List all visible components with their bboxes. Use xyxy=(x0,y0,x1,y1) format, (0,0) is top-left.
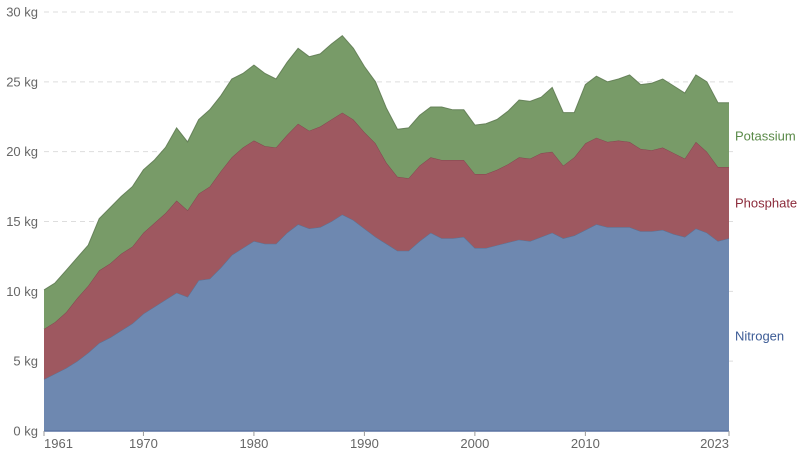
y-tick-label: 25 kg xyxy=(6,74,38,89)
area-nitrogen xyxy=(44,214,729,431)
x-axis xyxy=(43,430,730,436)
y-tick-label: 15 kg xyxy=(6,214,38,229)
y-axis-labels: 0 kg 5 kg 10 kg 15 kg 20 kg 25 kg 30 kg xyxy=(6,5,38,439)
x-tick-label: 1990 xyxy=(350,436,379,451)
x-tick-label: 2010 xyxy=(571,436,600,451)
area-series xyxy=(43,35,730,431)
y-tick-label: 20 kg xyxy=(6,144,38,159)
y-tick-label: 10 kg xyxy=(6,284,38,299)
x-tick-label: 2023 xyxy=(700,436,729,451)
series-labels: Potassium Phosphate Nitrogen xyxy=(735,129,797,344)
x-tick-label: 1980 xyxy=(239,436,268,451)
x-tick-label: 2000 xyxy=(460,436,489,451)
y-tick-label: 5 kg xyxy=(13,354,38,369)
x-axis-labels: 1961 1970 1980 1990 2000 2010 2023 xyxy=(44,436,729,451)
area-potassium xyxy=(44,35,729,329)
series-label-nitrogen: Nitrogen xyxy=(735,329,784,344)
series-label-phosphate: Phosphate xyxy=(735,196,797,211)
x-tick-label: 1970 xyxy=(129,436,158,451)
line-potassium xyxy=(43,35,729,291)
y-tick-label: 30 kg xyxy=(6,5,38,20)
y-tick-label: 0 kg xyxy=(13,424,38,439)
x-tick-label: 1961 xyxy=(44,436,73,451)
series-label-potassium: Potassium xyxy=(735,129,796,144)
